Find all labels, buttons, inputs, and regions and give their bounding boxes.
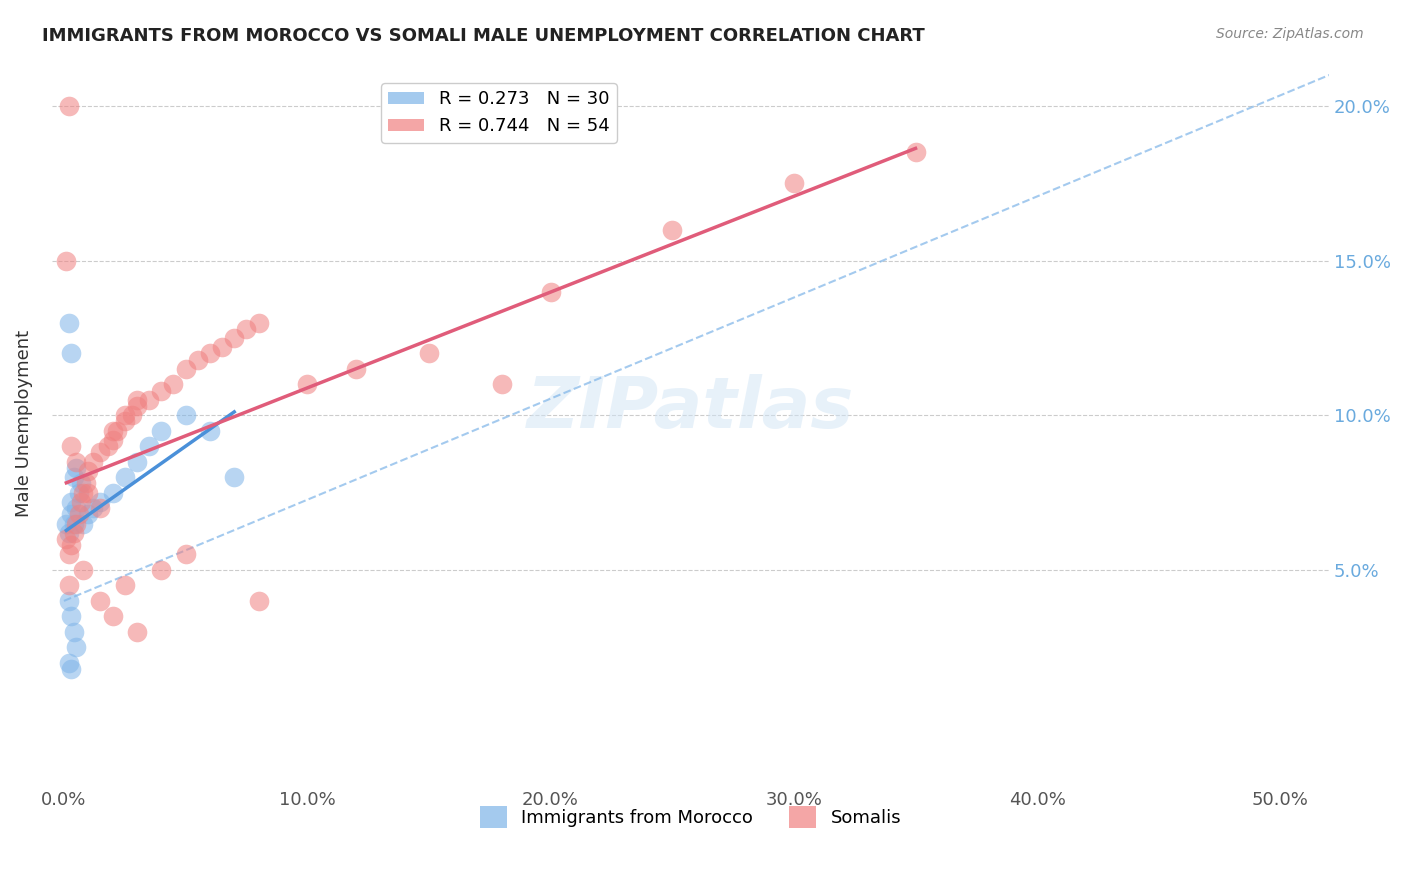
Point [58,594,80,608]
Point [77,508,100,522]
Point [55,253,77,268]
Point [101,609,124,624]
Point [198,424,221,438]
Point [198,346,221,360]
Point [77,464,100,478]
Point [82,455,104,469]
Point [65,455,87,469]
Point [904,145,927,160]
Point [77,485,100,500]
Point [150,563,173,577]
Point [60,662,83,676]
Point [97,439,120,453]
Point [125,624,148,639]
Point [224,331,246,345]
Text: IMMIGRANTS FROM MOROCCO VS SOMALI MALE UNEMPLOYMENT CORRELATION CHART: IMMIGRANTS FROM MOROCCO VS SOMALI MALE U… [42,27,925,45]
Point [150,384,173,398]
Point [89,495,111,509]
Point [70,495,93,509]
Legend: Immigrants from Morocco, Somalis: Immigrants from Morocco, Somalis [472,799,908,836]
Point [162,377,184,392]
Point [101,433,124,447]
Point [491,377,513,392]
Point [101,424,124,438]
Text: Source: ZipAtlas.com: Source: ZipAtlas.com [1216,27,1364,41]
Point [60,439,83,453]
Point [114,415,136,429]
Point [62,624,84,639]
Point [235,321,257,335]
Point [62,516,84,531]
Point [65,640,87,655]
Point [72,563,94,577]
Point [114,409,136,423]
Point [224,470,246,484]
Point [418,346,440,360]
Point [58,656,80,670]
Point [75,476,97,491]
Point [60,538,83,552]
Point [344,362,367,376]
Point [58,578,80,592]
Point [70,476,93,491]
Point [58,99,80,113]
Point [125,392,148,407]
Point [783,177,806,191]
Point [661,223,683,237]
Point [187,352,209,367]
Point [55,516,77,531]
Point [174,409,197,423]
Point [60,346,83,360]
Point [114,578,136,592]
Point [121,409,143,423]
Point [125,399,148,413]
Point [65,516,87,531]
Point [82,501,104,516]
Text: ZIPatlas: ZIPatlas [527,374,853,443]
Point [89,501,111,516]
Point [211,340,233,354]
Point [65,461,87,475]
Point [107,424,129,438]
Y-axis label: Male Unemployment: Male Unemployment [15,329,32,516]
Point [114,470,136,484]
Point [58,548,80,562]
Point [297,377,319,392]
Point [58,525,80,540]
Point [174,548,197,562]
Point [101,485,124,500]
Point [60,495,83,509]
Point [72,516,94,531]
Point [58,316,80,330]
Point [125,455,148,469]
Point [174,362,197,376]
Point [89,445,111,459]
Point [62,470,84,484]
Point [247,316,270,330]
Point [89,594,111,608]
Point [67,485,90,500]
Point [62,525,84,540]
Point [60,508,83,522]
Point [67,508,90,522]
Point [60,609,83,624]
Point [138,439,160,453]
Point [138,392,160,407]
Point [55,532,77,546]
Point [72,485,94,500]
Point [247,594,270,608]
Point [150,424,173,438]
Point [65,501,87,516]
Point [540,285,562,299]
